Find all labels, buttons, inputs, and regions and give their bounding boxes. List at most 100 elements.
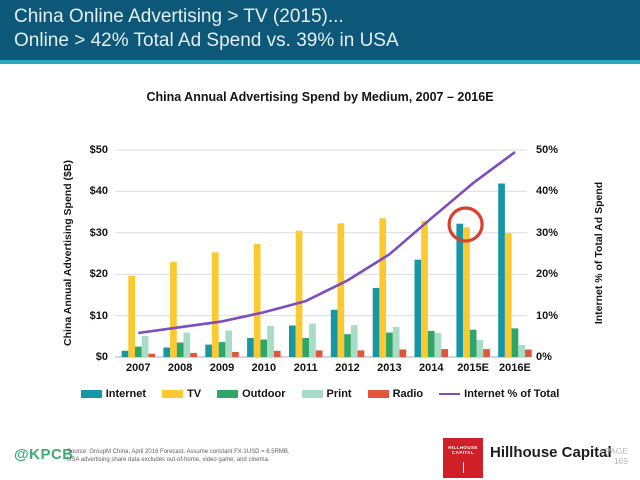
header-title-line2: Online > 42% Total Ad Spend vs. 39% in U… [14,30,399,51]
bar-print-2011 [309,323,316,357]
y-axis-tick-left: $40 [89,185,108,198]
legend-swatch [301,390,323,398]
bar-print-2015E [476,340,484,357]
bar-radio-2013 [399,349,407,357]
legend-label: Outdoor [242,388,286,400]
legend-item-internet-of-total: Internet % of Total [439,388,559,400]
x-axis-label-2010: 2010 [251,362,277,374]
bar-internet-2011 [289,325,296,357]
legend-swatch [367,390,389,398]
legend-swatch [80,390,102,398]
y-axis-tick-left: $20 [89,268,108,281]
legend-label: Internet [105,388,147,400]
bar-outdoor-2016E [511,328,519,357]
slide-header: China Online Advertising > TV (2015)... … [0,0,640,60]
x-axis-label-2013: 2013 [377,362,402,374]
bar-radio-2015E [483,349,490,357]
bar-tv-2014 [421,220,428,357]
page-label: | PAGE [600,446,628,456]
y-axis-tick-left: $0 [95,351,108,363]
bar-print-2007 [141,335,149,357]
bar-print-2013 [392,326,400,357]
x-axis-label-2015E: 2015E [457,362,489,374]
bar-outdoor-2007 [135,346,142,357]
hillhouse-brand-name: Hillhouse Capital [490,444,612,461]
y-axis-tick-left: $30 [89,226,108,239]
highlight-circle-annotation [447,206,484,243]
bar-outdoor-2010 [260,339,268,357]
bar-radio-2016E [525,349,532,357]
bar-print-2009 [225,330,232,357]
x-axis-label-2007: 2007 [126,362,151,374]
legend-item-radio: Radio [367,388,424,400]
x-axis-label-2014: 2014 [419,362,444,374]
hillhouse-logo-line2: CAPITAL [452,450,474,455]
bar-tv-2012 [337,223,345,357]
y-axis-tick-right: 20% [536,268,559,281]
x-axis-label-2012: 2012 [335,362,360,374]
bar-internet-2015E [456,223,464,357]
hillhouse-logo-text: HILLHOUSE CAPITAL [443,438,483,455]
legend-swatch [162,390,184,398]
chart-title: China Annual Advertising Spend by Medium… [146,90,494,104]
bar-radio-2007 [148,353,156,357]
bar-print-2008 [183,332,191,357]
bar-internet-2012 [330,309,338,357]
y-axis-label-right: Internet % of Total Ad Spend [593,181,605,325]
page-number: 169 [613,456,628,466]
source-note: Source: GroupM China, April 2016 Forecas… [67,449,327,464]
bar-print-2012 [350,325,358,357]
legend-label: Internet % of Total [464,388,560,400]
legend-label: Print [326,388,352,400]
y-axis-tick-right: 10% [536,309,559,322]
header-title-line1: China Online Advertising > TV (2015)... [14,6,344,27]
bar-radio-2012 [357,350,365,357]
internet-percent-line [138,151,516,335]
bar-internet-2007 [121,350,129,357]
bar-radio-2010 [273,350,281,357]
bar-internet-2016E [498,183,505,357]
bar-outdoor-2015E [469,329,477,357]
kpcb-logo: @KPCB [14,446,74,463]
bar-radio-2014 [441,349,448,357]
legend-label: TV [187,388,202,400]
bar-outdoor-2014 [427,330,435,357]
hillhouse-logo-mark [463,462,464,473]
bar-outdoor-2008 [176,342,184,357]
x-axis-label-2009: 2009 [209,362,235,374]
y-axis-tick-left: $10 [89,309,108,322]
bar-outdoor-2011 [302,338,310,357]
header-accent-strip [0,60,640,64]
y-axis-tick-right: 40% [536,185,559,198]
bar-internet-2009 [205,344,212,357]
bar-internet-2010 [247,338,254,357]
legend-item-internet: Internet [80,388,147,400]
bar-tv-2008 [170,261,177,357]
bar-print-2016E [518,345,525,357]
bar-internet-2014 [414,259,422,357]
legend-item-print: Print [301,388,352,400]
source-note-line1: Source: GroupM China, April 2016 Forecas… [67,449,290,455]
bar-internet-2013 [372,287,380,357]
legend-item-outdoor: Outdoor [217,388,286,400]
bar-print-2014 [434,333,442,357]
bar-tv-2009 [211,252,219,357]
bar-tv-2013 [379,218,387,357]
legend-swatch [439,392,461,396]
bar-tv-2011 [295,230,303,357]
bar-tv-2016E [504,233,512,357]
chart-legend: Internet TV Outdoor Print Radio Internet % of… [0,388,640,400]
bar-print-2010 [267,325,274,357]
legend-swatch [217,390,239,398]
y-axis-tick-right: 50% [536,144,559,156]
legend-label: Radio [392,388,424,400]
bar-outdoor-2012 [344,334,351,357]
bar-outdoor-2013 [386,332,393,357]
hillhouse-logo: HILLHOUSE CAPITAL [443,438,483,478]
bar-tv-2007 [128,275,135,357]
x-axis-label-2016E: 2016E [499,362,531,374]
x-axis-label-2011: 2011 [293,362,318,374]
bar-radio-2009 [232,352,239,357]
